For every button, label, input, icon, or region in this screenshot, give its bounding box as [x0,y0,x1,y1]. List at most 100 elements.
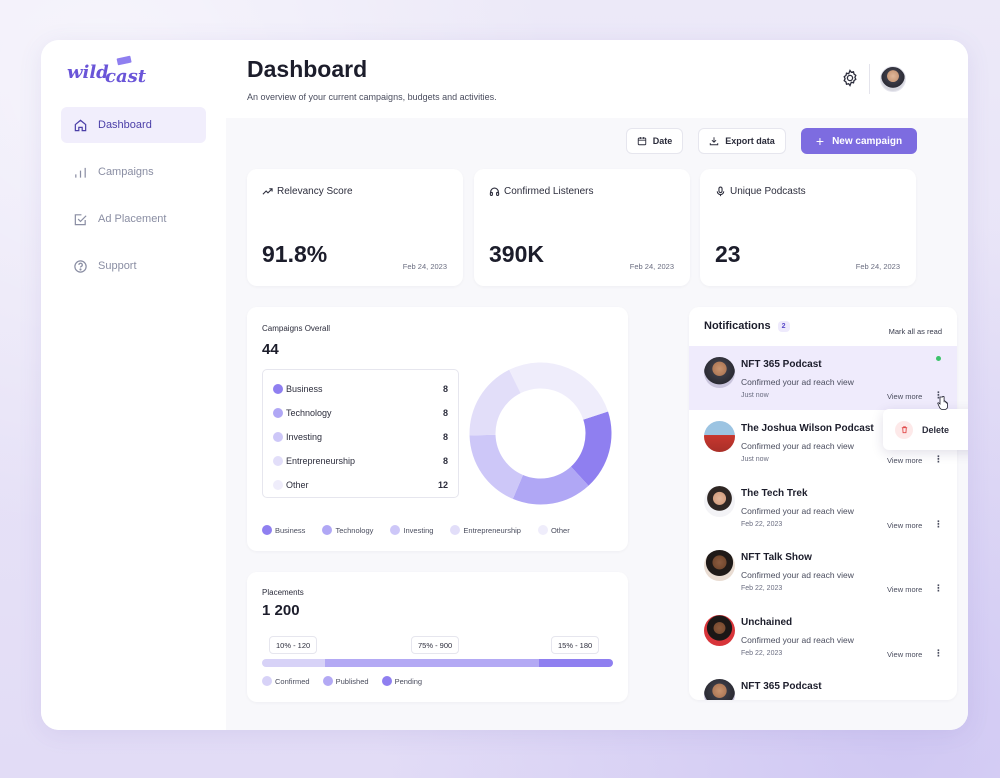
notification-item[interactable]: NFT Talk Show Confirmed your ad reach vi… [689,539,957,603]
campaigns-label: Campaigns Overall [262,324,331,333]
date-button-label: Date [652,136,673,146]
segment-label-published: 75% - 900 [411,636,460,654]
category-name: Other [286,480,309,490]
legend-label: Entrepreneurship [463,525,521,535]
campaign-category-table: Business 8 Technology 8 Investing 8 Entrepr… [262,369,459,498]
unread-indicator [936,356,941,361]
view-more-link[interactable]: View more [887,585,923,594]
sidebar-item-ad-placement[interactable]: Ad Placement [61,201,206,237]
placements-card: Placements 1 200 10% - 120 75% - 900 15%… [247,572,628,702]
avatar [704,550,735,581]
gear-icon[interactable] [840,68,860,88]
placements-total: 1 200 [262,602,300,619]
notification-count-badge: 2 [777,320,790,332]
bar-segment-published [325,659,540,667]
notification-time: Feb 22, 2023 [741,650,783,657]
notifications-title: Notifications [704,320,771,332]
more-options-icon[interactable]: ⋮ [934,454,943,464]
legend-label: Pending [394,676,423,686]
main-content: Dashboard An overview of your current ca… [226,40,968,730]
placements-label: Placements [262,588,304,597]
legend-item: Published [322,676,369,686]
legend-item: Other [537,525,570,535]
category-value: 8 [442,432,448,442]
legend-dot [262,676,272,686]
notification-message: Confirmed your ad reach view [741,377,854,387]
category-value: 8 [442,456,448,466]
microphone-icon [716,186,725,197]
stat-title-row: Relevancy Score [262,186,353,197]
page-subtitle: An overview of your current campaigns, b… [247,92,497,102]
export-button-label: Export data [725,136,775,146]
category-dot [273,456,283,466]
notification-item[interactable]: The Joshua Wilson Podcast Confirmed your… [689,410,957,474]
avatar [704,615,735,646]
notification-title: NFT 365 Podcast [741,681,822,692]
stat-card-podcasts: Unique Podcasts 23 Feb 24, 2023 [700,169,916,286]
legend-dot [537,525,548,535]
notification-item[interactable]: NFT 365 Podcast [689,668,957,700]
campaigns-card: Campaigns Overall 44 Business 8 Technolog… [247,307,628,551]
notifications-header: Notifications 2 [704,320,790,332]
sidebar-item-campaigns[interactable]: Campaigns [61,154,206,190]
notification-message: Confirmed your ad reach view [741,441,854,451]
category-dot [273,432,283,442]
page-title: Dashboard [247,56,368,82]
stat-title: Confirmed Listeners [504,186,594,197]
notification-item[interactable]: NFT 365 Podcast Confirmed your ad reach … [689,346,957,410]
bar-segment-pending [539,659,613,667]
category-row: Other 12 [273,473,448,497]
category-name: Investing [286,432,323,442]
sidebar-nav: Dashboard Campaigns Ad Placement Support [61,107,206,295]
topbar: Dashboard An overview of your current ca… [226,40,968,118]
segment-label-pending: 15% - 180 [551,636,600,654]
stat-value: 91.8% [262,241,328,267]
home-icon [74,119,87,131]
stat-title-row: Confirmed Listeners [489,186,593,197]
view-more-link[interactable]: View more [887,521,923,530]
stat-value: 23 [715,241,741,267]
category-value: 8 [442,384,448,394]
wildcast-logo[interactable]: wild cast [67,54,149,88]
placements-legend: Confirmed Published Pending [262,676,435,686]
date-button[interactable]: Date [626,128,683,154]
avatar [704,421,735,452]
new-campaign-button[interactable]: + New campaign [801,128,917,154]
sidebar-item-label: Dashboard [98,119,152,131]
checkbox-icon [74,213,87,225]
sidebar-item-dashboard[interactable]: Dashboard [61,107,206,143]
new-campaign-label: New campaign [832,135,903,147]
delete-notification-menu[interactable]: Delete [883,409,968,450]
notification-title: The Tech Trek [741,488,808,499]
view-more-link[interactable]: View more [887,650,923,659]
category-dot [273,384,283,394]
bar-segment-confirmed [262,659,326,667]
bar-chart-icon [75,167,86,178]
more-options-icon[interactable]: ⋮ [934,648,943,658]
calendar-icon [637,137,646,146]
svg-text:wild: wild [67,62,109,83]
notification-item[interactable]: The Tech Trek Confirmed your ad reach vi… [689,475,957,539]
more-options-icon[interactable]: ⋮ [934,519,943,529]
more-options-icon[interactable]: ⋮ [934,583,943,593]
user-avatar[interactable] [880,66,906,92]
notification-item[interactable]: Unchained Confirmed your ad reach view F… [689,604,957,668]
view-more-link[interactable]: View more [887,392,923,401]
category-row: Technology 8 [273,401,448,425]
donut-slice-business [570,411,612,486]
export-data-button[interactable]: Export data [698,128,786,154]
trend-up-icon [262,188,273,195]
sidebar-item-support[interactable]: Support [61,248,206,284]
notification-title: The Joshua Wilson Podcast [741,423,874,434]
view-more-link[interactable]: View more [887,456,923,465]
notification-time: Feb 22, 2023 [741,521,783,528]
category-row: Entrepreneurship 8 [273,449,448,473]
delete-label: Delete [922,424,950,435]
category-row: Investing 8 [273,425,448,449]
more-options-icon[interactable]: ⋮ [934,390,943,400]
sidebar: wild cast Dashboard Campaigns Ad Placeme… [41,40,226,730]
help-circle-icon [74,259,87,273]
mark-all-read-link[interactable]: Mark all as read [888,327,942,336]
notification-message: Confirmed your ad reach view [741,635,854,645]
placements-progress-bar [262,659,613,667]
